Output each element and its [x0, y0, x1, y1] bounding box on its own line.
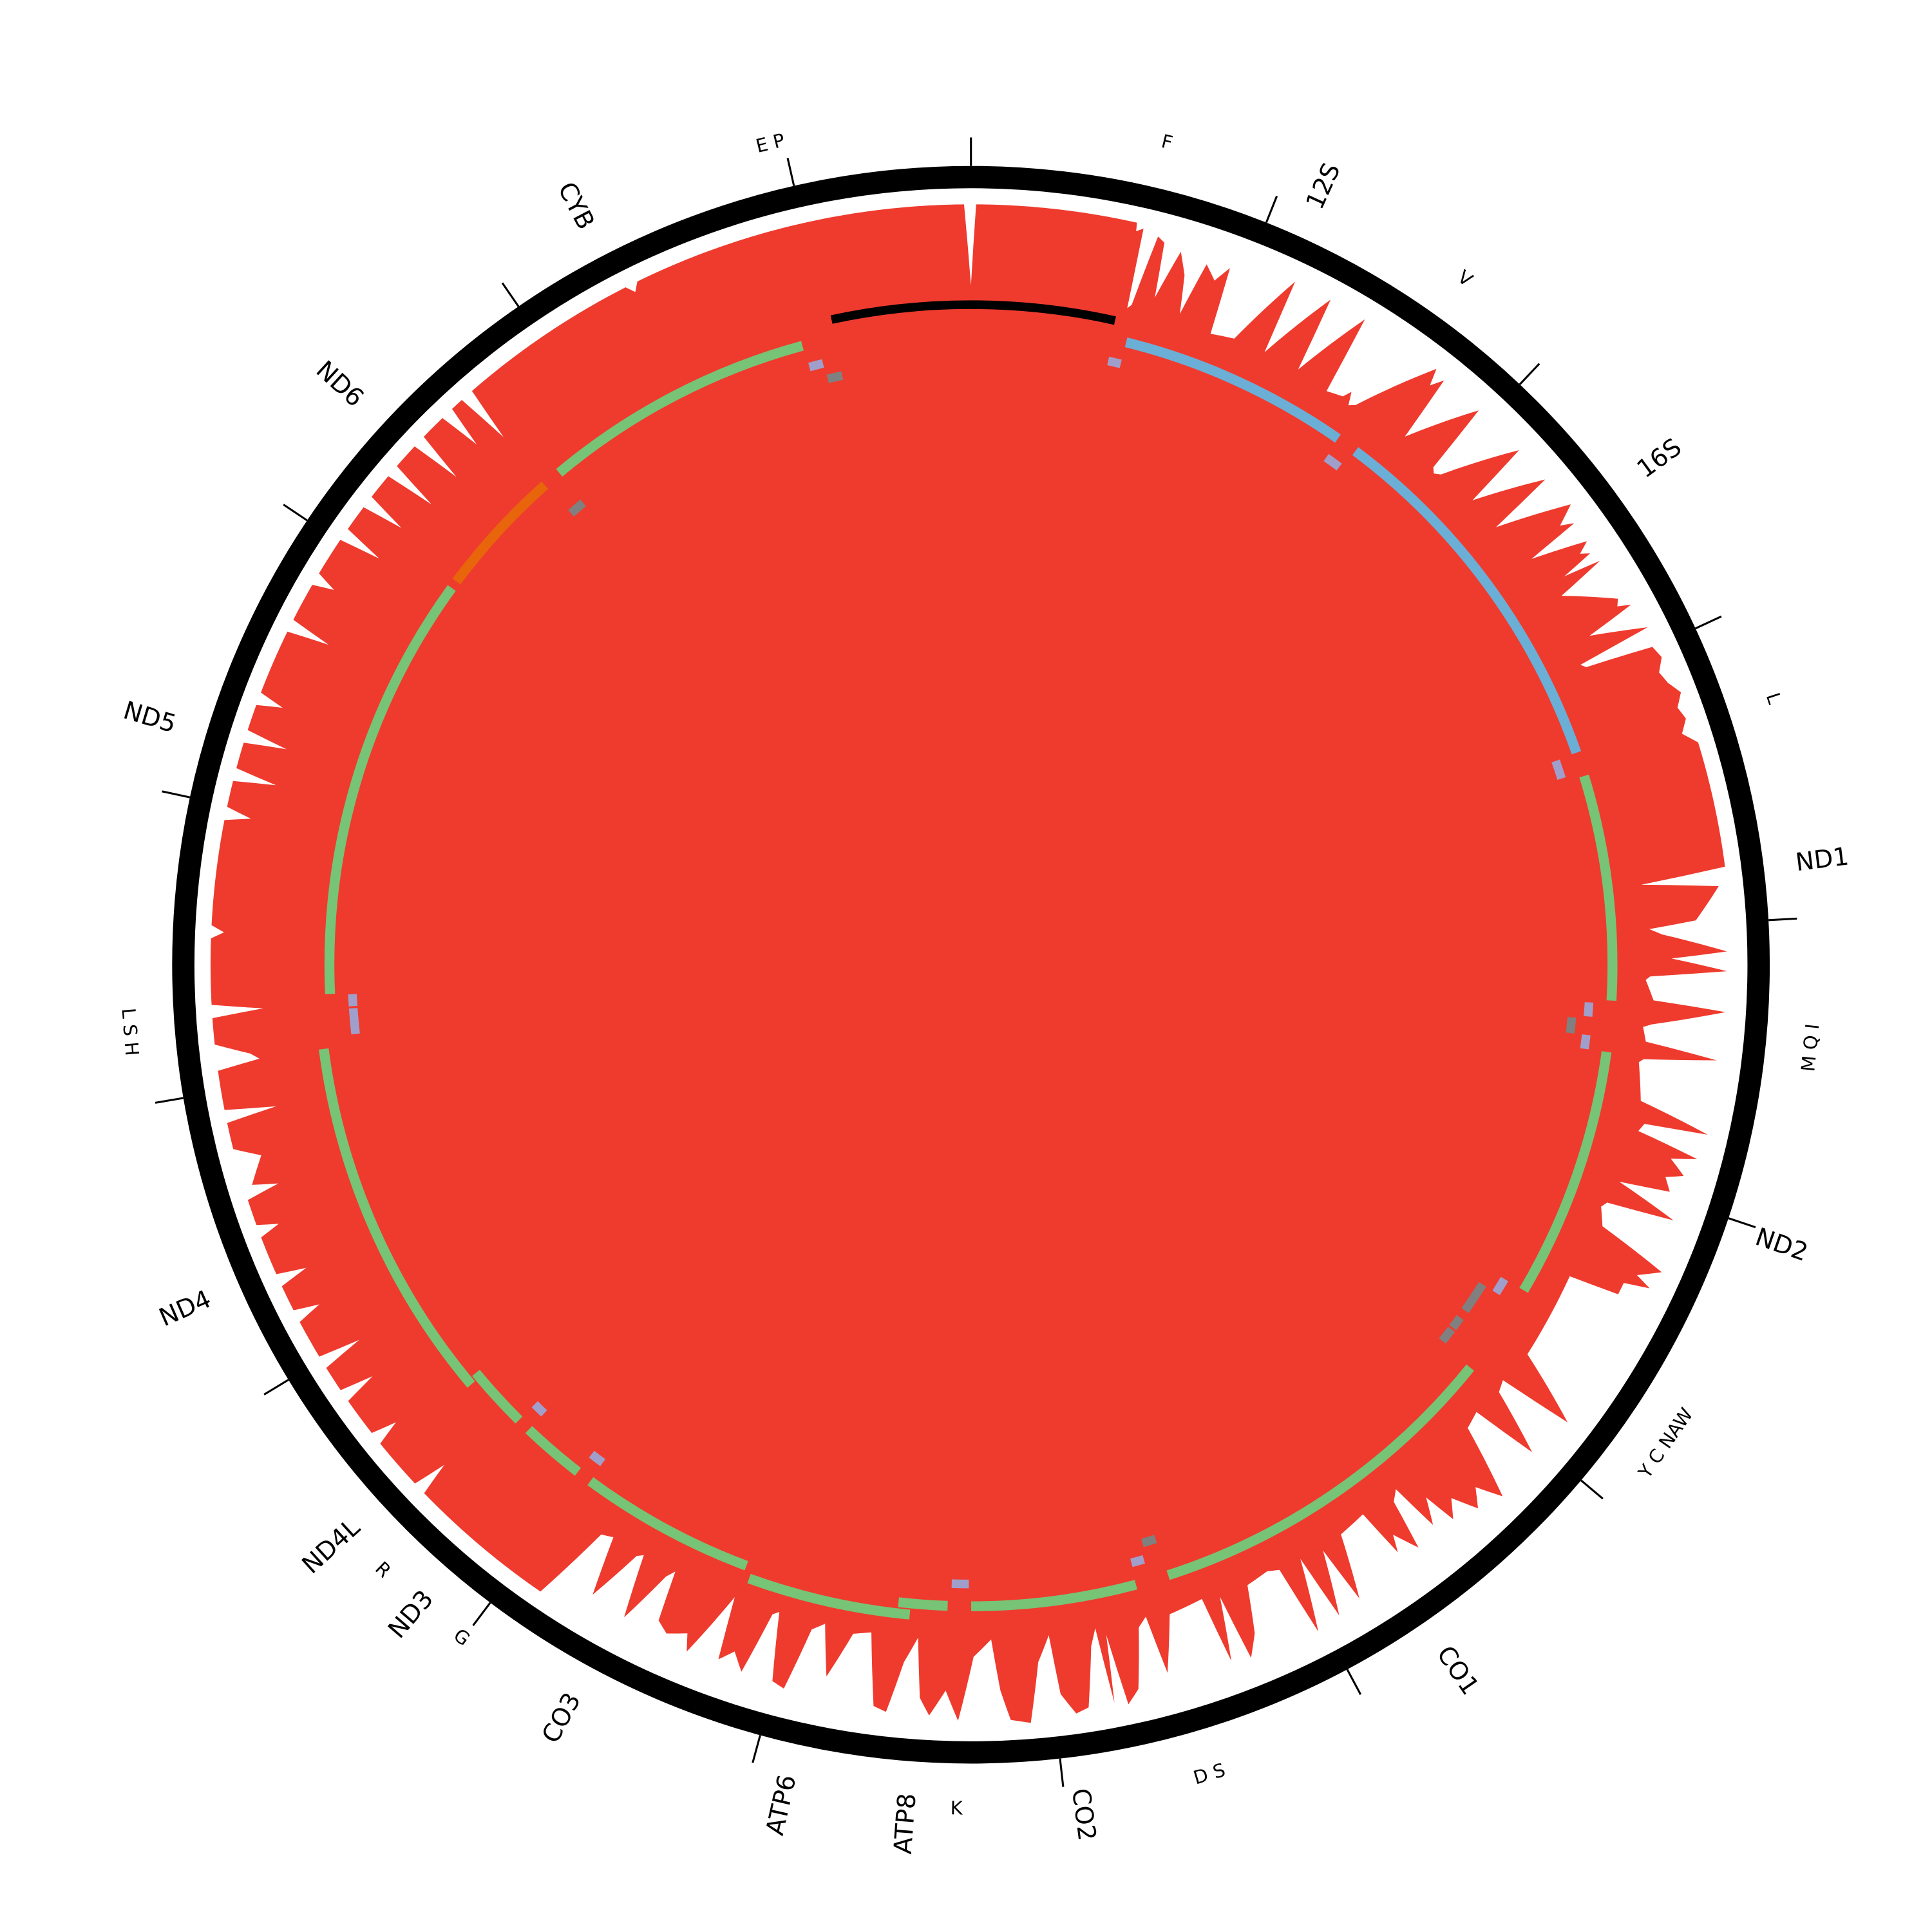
gene-arc-nd4: [319, 1048, 475, 1388]
gene-label-atp6: ATP6: [761, 1772, 802, 1838]
gene-arc-atp6: [747, 1573, 911, 1620]
trna-mark-w: [1492, 1276, 1508, 1296]
trna-mark-d: [1130, 1555, 1145, 1567]
trna-mark-s: [348, 1008, 359, 1022]
gene-track: [319, 337, 1618, 1620]
gene-label-co2: CO2: [1066, 1786, 1101, 1842]
gene-arc-co3: [587, 1477, 748, 1571]
control-region-arc: [830, 300, 1116, 325]
gene-arc-nd2: [1519, 1051, 1612, 1293]
control-region-track: [830, 300, 1116, 325]
gene-arc-12s: [1124, 337, 1341, 443]
trna-label: G: [450, 1624, 474, 1651]
tick-mark: [1768, 917, 1797, 922]
trna-mark-n: [1461, 1295, 1478, 1313]
trna-mark-h: [350, 1020, 360, 1035]
tick-mark: [1728, 1217, 1756, 1229]
gene-label-nd6: ND6: [310, 355, 369, 413]
trna-label: K: [950, 1797, 963, 1819]
trna-track: [348, 356, 1594, 1589]
trna-mark-c: [1449, 1314, 1464, 1331]
trna-mark-p: [826, 371, 844, 383]
tick-mark: [1519, 363, 1540, 385]
gene-arc-nd5: [324, 585, 456, 994]
trna-label: R: [371, 1557, 395, 1582]
gene-label-nd1: ND1: [1794, 842, 1851, 877]
coverage-area: [210, 204, 1727, 1723]
trna-mark-m: [1580, 1034, 1591, 1050]
tick-mark: [1265, 195, 1278, 223]
trna-mark-g: [589, 1450, 606, 1466]
trna-mark-a: [1470, 1282, 1486, 1300]
gene-arc-co2: [971, 1580, 1137, 1611]
trna-label: D S: [1191, 1759, 1227, 1789]
gene-arc-cyb: [556, 341, 804, 477]
position-ticks: [155, 137, 1797, 1787]
trna-mark-v: [1323, 453, 1342, 471]
trna-label: V: [1454, 265, 1477, 290]
gene-label-nd4l: ND4L: [297, 1513, 366, 1580]
gene-label-nd5: ND5: [120, 696, 179, 739]
gene-label-co1: CO1: [1431, 1641, 1484, 1701]
gene-arc-atp8: [898, 1597, 948, 1611]
trna-label: L S H: [117, 1007, 143, 1057]
trna-mark-i: [1584, 1002, 1594, 1017]
tick-mark: [283, 504, 308, 522]
gene-arc-nd1: [1579, 774, 1618, 1001]
gene-label-cyb: CYB: [552, 178, 600, 234]
trna-mark-e: [808, 359, 824, 372]
genome-backbone-ring: [172, 166, 1770, 1764]
tick-mark: [752, 1735, 761, 1763]
tick-mark: [1346, 1669, 1362, 1695]
gene-arc-nd4l: [472, 1369, 523, 1424]
gene-arc-nd3: [525, 1426, 582, 1476]
trna-label: L: [1762, 690, 1786, 706]
tick-mark: [472, 1602, 491, 1626]
gene-label-16s: 16S: [1632, 433, 1687, 484]
trna-mark-r: [531, 1401, 547, 1417]
gene-label-co3: CO3: [536, 1688, 587, 1748]
tick-mark: [786, 158, 795, 186]
gene-label-atp8: ATP8: [889, 1792, 922, 1855]
tick-mark: [1580, 1479, 1604, 1500]
tick-mark: [1695, 615, 1722, 630]
gene-label-nd3: ND3: [383, 1585, 439, 1644]
trna-label: E P: [753, 129, 787, 157]
trna-mark-f: [1107, 356, 1122, 368]
tick-mark: [263, 1379, 289, 1396]
trna-label: F: [1159, 130, 1175, 154]
coverage-track: [210, 204, 1727, 1723]
gene-label-nd4: ND4: [155, 1285, 216, 1333]
trna-mark-y: [1439, 1327, 1455, 1344]
trna-mark-q: [1566, 1017, 1577, 1034]
tick-mark: [501, 282, 520, 307]
gene-arc-nd6: [452, 481, 549, 585]
gene-arc-co1: [1166, 1364, 1474, 1580]
tick-mark: [155, 1097, 184, 1104]
gene-arc-16s: [1352, 447, 1582, 755]
trna-mark-l: [348, 994, 358, 1007]
trna-mark-l: [1551, 759, 1566, 780]
tick-mark: [162, 790, 191, 799]
trna-label: Y C NAW: [1634, 1404, 1698, 1482]
trna-mark: [568, 499, 586, 517]
gene-label-nd2: ND2: [1752, 1222, 1812, 1267]
trna-mark-s: [1141, 1535, 1157, 1548]
trna-label: M Q I: [1797, 1023, 1823, 1072]
gene-label-12s: 12S: [1300, 158, 1346, 213]
tick-mark: [1059, 1758, 1065, 1787]
